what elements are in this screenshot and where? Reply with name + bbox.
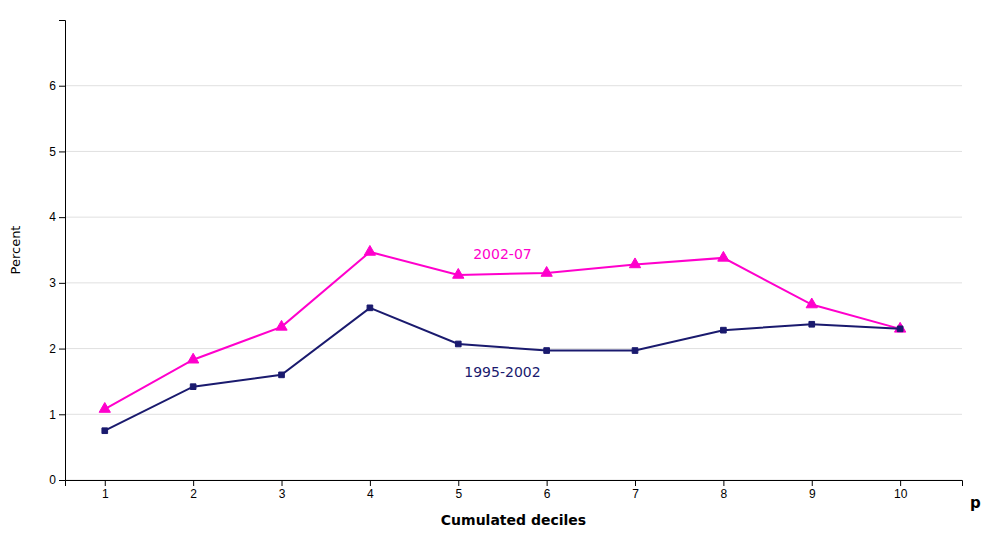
tick-label: 10 [894,487,908,501]
tick-label: 5 [455,487,462,501]
tick-label: 1 [102,487,109,501]
tick-mark [282,480,283,486]
tick: 9 [809,480,816,501]
point [632,348,638,354]
tick-mark [59,283,65,284]
tick-label: 2 [190,487,197,501]
tick-label: 6 [49,79,56,93]
axis-line [59,21,66,481]
tick-label: 4 [49,210,56,224]
tick-mark [812,480,813,486]
tick: 4 [49,210,65,224]
series-markers [99,245,906,412]
point [190,384,196,390]
tick: 6 [49,79,65,93]
tick-mark [59,414,65,415]
tick: 8 [721,480,728,501]
point [188,353,199,363]
point [364,245,375,255]
tick: 2 [190,480,197,501]
tick-mark [723,480,724,486]
tick-label: 8 [721,487,728,501]
tick-label: 1 [49,408,56,422]
x-axis-title: Cumulated deciles [441,512,586,528]
grid-line [65,217,962,218]
point [806,298,817,308]
tick-mark [635,480,636,486]
point [367,305,373,311]
grid-line [65,85,962,86]
point [718,251,729,261]
axis-line [66,481,963,487]
tick-label: 0 [49,473,56,487]
series-label: 1995-2002 [464,364,540,380]
tick: 3 [49,276,65,290]
grid-line [65,151,962,152]
x-axis: 1 2 3 4 5 6 7 8 9 10 [66,480,963,501]
point [629,258,640,268]
tick-mark [547,480,548,486]
point [102,428,108,434]
tick-mark [370,480,371,486]
tick-mark [59,349,65,350]
tick-label: 3 [279,487,286,501]
point [541,266,552,276]
tick-mark [193,480,194,486]
tick: 5 [455,480,462,501]
tick-mark [59,480,65,481]
tick: 6 [544,480,551,501]
grid-line [65,282,962,283]
tick-label: 3 [49,276,56,290]
tick-label: 4 [367,487,374,501]
tick-mark [105,480,106,486]
tick-label: 6 [544,487,551,501]
tick-mark [59,217,65,218]
y-axis: 0 1 2 3 4 5 6 [49,21,65,488]
series-group [99,245,906,433]
tick-label: 2 [49,342,56,356]
tick: 10 [894,480,908,501]
tick-mark [458,480,459,486]
y-grid [65,86,962,480]
point [721,327,727,333]
point [895,322,906,332]
point [897,326,903,332]
point [99,403,110,413]
tick: 7 [632,480,639,501]
tick-label: 9 [809,487,816,501]
tick: 2 [49,342,65,356]
tick: 3 [279,480,286,501]
tick-label: 5 [49,145,56,159]
grid-line [65,414,962,415]
series-line [105,308,900,431]
tick: 1 [49,408,65,422]
tick-mark [59,86,65,87]
series-line [105,252,900,409]
annotation: p [970,494,981,512]
point [279,372,285,378]
tick-mark [59,151,65,152]
chart: 1 2 3 4 5 6 7 8 9 10 0 1 2 3 4 5 6 Cumulated deciles Perce… [0,0,1002,540]
series-markers [102,305,903,434]
point [453,268,464,278]
tick: 5 [49,145,65,159]
tick-mark [900,480,901,486]
tick: 0 [49,473,65,487]
point [276,320,287,330]
y-axis-title: Percent [8,226,23,275]
series-label: 2002-07 [473,246,532,262]
tick-label: 7 [632,487,639,501]
plot-area: 1 2 3 4 5 6 7 8 9 10 0 1 2 3 4 5 6 Cumulated deciles Perce… [8,21,981,529]
tick: 1 [102,480,109,501]
point [809,321,815,327]
point [455,341,461,347]
tick: 4 [367,480,374,501]
point [544,348,550,354]
